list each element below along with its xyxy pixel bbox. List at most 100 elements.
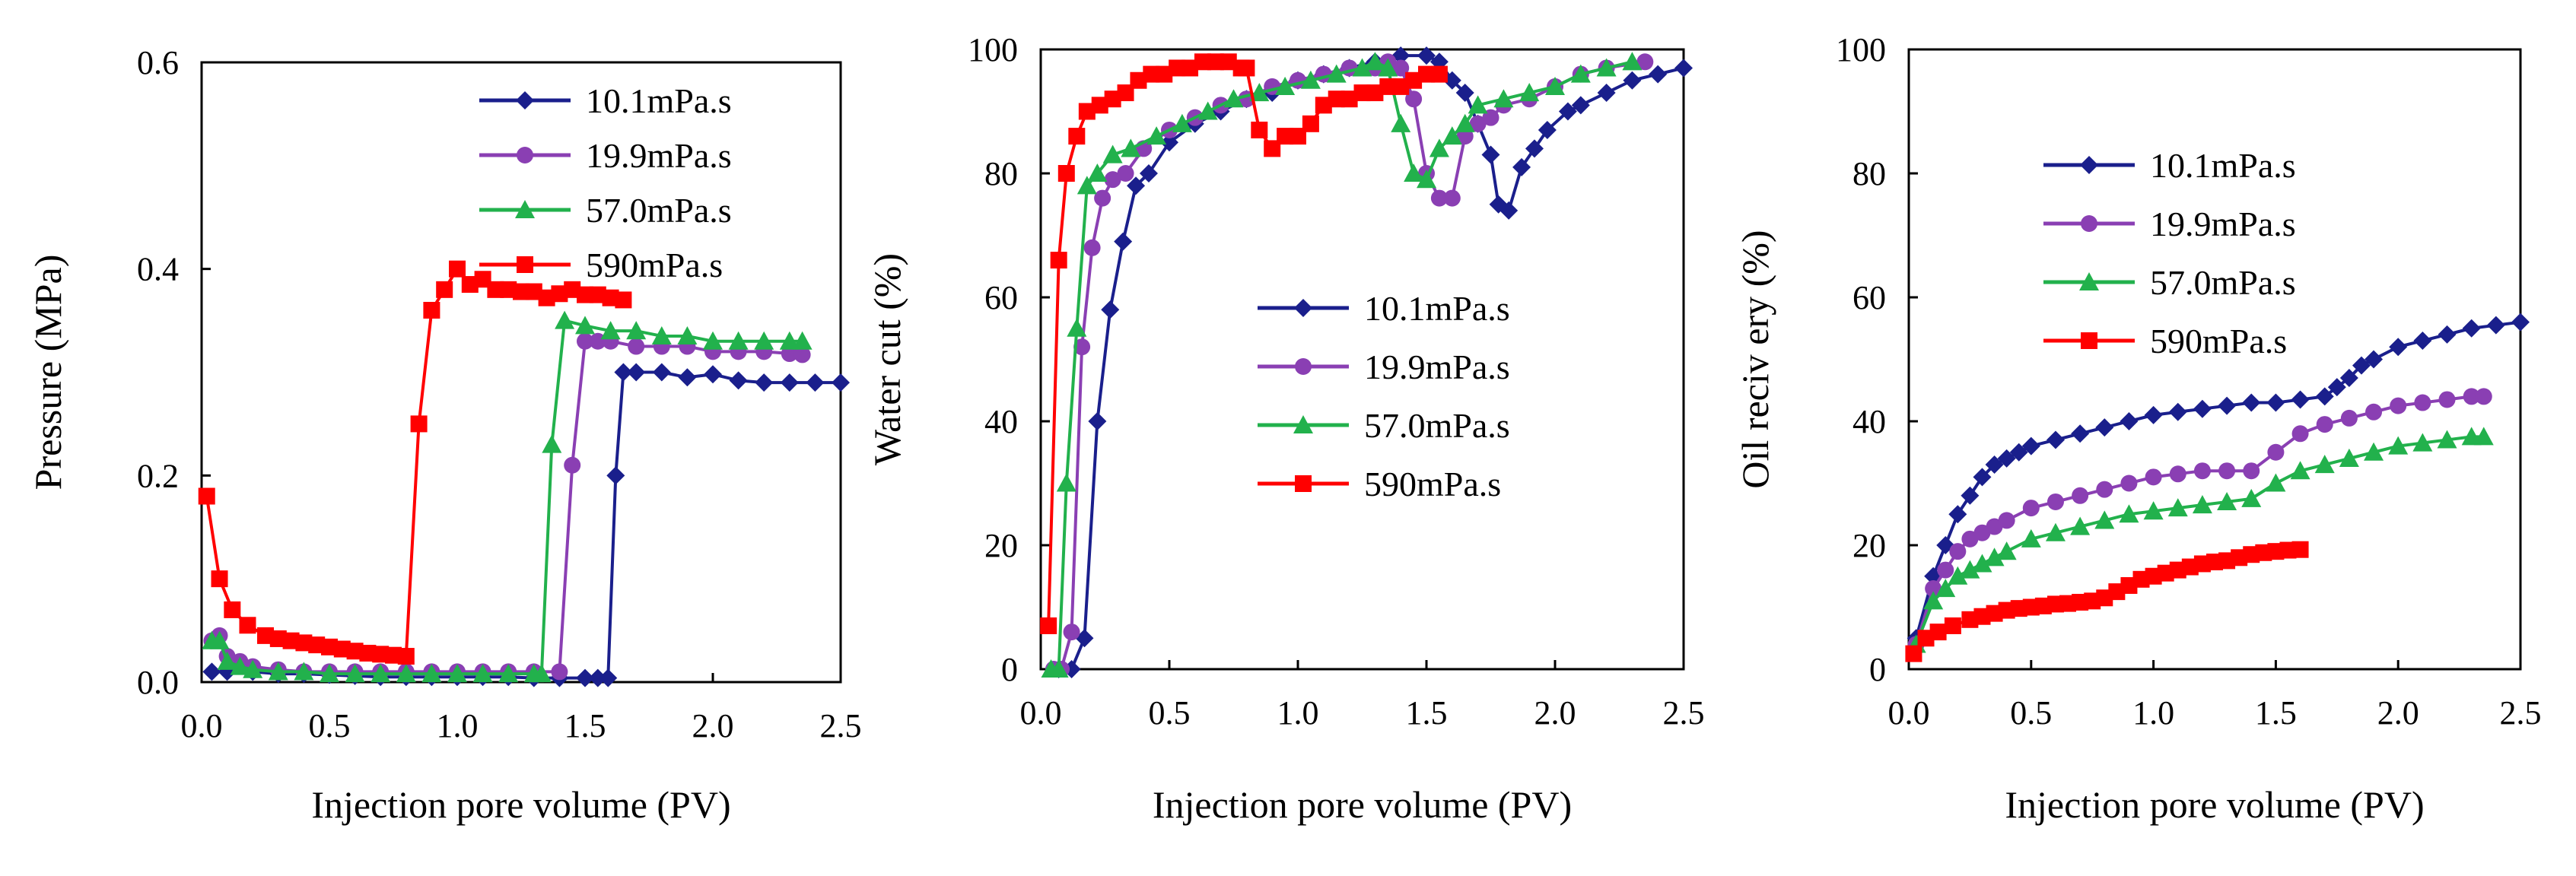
data-point [806,373,825,392]
data-point [1948,505,1967,524]
data-point [2218,396,2237,415]
series-19.9mPa.s [203,332,811,681]
water-cut-chart: 0.0 0.5 1.0 1.5 2.0 2.5 0 20 40 60 80 100 Injection … [866,31,1705,826]
y-tick-label: 0.4 [137,251,179,288]
data-point [211,570,228,588]
data-point [2169,465,2186,483]
series-590mPa.s [198,260,632,665]
data-point [1512,157,1531,176]
data-point [614,363,633,382]
data-point [551,285,568,303]
data-point [268,662,288,681]
legend-marker [2081,215,2097,232]
data-point [1596,58,1617,77]
data-point [1481,145,1500,164]
data-point [2192,495,2212,514]
legend-label: 57.0mPa.s [2150,263,2296,302]
y-tick-label: 80 [984,155,1018,192]
data-point [2364,442,2384,461]
data-point [1181,59,1199,77]
data-point [2266,473,2286,492]
data-point [2473,427,2494,446]
data-point [531,664,552,683]
data-point [1418,65,1435,83]
data-point [1622,52,1643,71]
data-point [295,634,313,652]
data-point [729,371,748,390]
data-point [1050,252,1067,269]
data-point [1925,580,1942,598]
x-tick-label: 1.0 [1277,694,1319,732]
data-point [2463,388,2480,405]
data-point [792,331,813,350]
data-point [564,281,581,298]
data-point [1984,548,2005,567]
data-point [1417,46,1436,65]
data-point [2096,481,2113,498]
data-point [1430,65,1448,83]
data-point [704,365,722,384]
data-point [1197,101,1218,120]
data-point [1114,232,1133,251]
data-point [1290,128,1306,145]
data-point [421,664,442,683]
data-point [651,325,672,345]
data-point [1057,165,1075,182]
data-point [2388,436,2409,455]
series-line [1914,320,2521,639]
data-point [2437,430,2457,449]
data-point [1597,84,1616,103]
data-point [2218,462,2236,480]
data-point [1091,97,1108,114]
legend-label: 590mPa.s [2150,322,2287,360]
data-point [780,373,799,392]
data-point [703,331,723,350]
data-point [2511,313,2530,332]
data-point [2021,528,2041,548]
data-point [2340,409,2358,427]
data-point [677,325,698,345]
data-point [2193,462,2211,480]
data-point [472,664,493,683]
data-point [1353,84,1371,102]
data-point [1207,53,1224,71]
data-point [2145,468,2162,486]
data-point [538,289,555,306]
data-point [461,276,479,294]
data-point [1392,59,1410,77]
data-point [1429,138,1449,157]
data-point [372,646,390,663]
data-point [652,363,671,382]
pressure-y-axis-label: Pressure (MPa) [27,255,69,490]
data-point [500,281,517,298]
data-point [832,373,850,392]
data-point [1405,71,1423,89]
data-point [2462,319,2481,338]
x-tick-label: 1.0 [2132,694,2174,732]
data-point [2094,510,2115,529]
legend-marker [516,91,534,110]
data-point [1379,78,1397,95]
data-point [576,668,594,687]
data-point [1949,543,1967,560]
data-point [1571,96,1590,115]
data-point [1326,64,1347,83]
data-point [1985,455,2004,474]
data-point [2412,433,2433,452]
data-point [2486,316,2505,335]
data-point [2291,390,2310,409]
series-590mPa.s [1905,541,2309,662]
data-point [1328,90,1345,108]
data-point [209,630,230,649]
data-point [2168,402,2187,421]
data-point [2339,368,2358,387]
data-point [370,664,391,683]
data-point [396,664,416,683]
data-point [385,646,402,664]
x-tick-label: 1.5 [1406,694,1448,732]
y-tick-label: 100 [1836,31,1886,68]
x-tick-label: 2.5 [2500,694,2542,732]
data-point [1948,566,1968,585]
data-point [346,643,364,660]
data-point [589,286,606,303]
